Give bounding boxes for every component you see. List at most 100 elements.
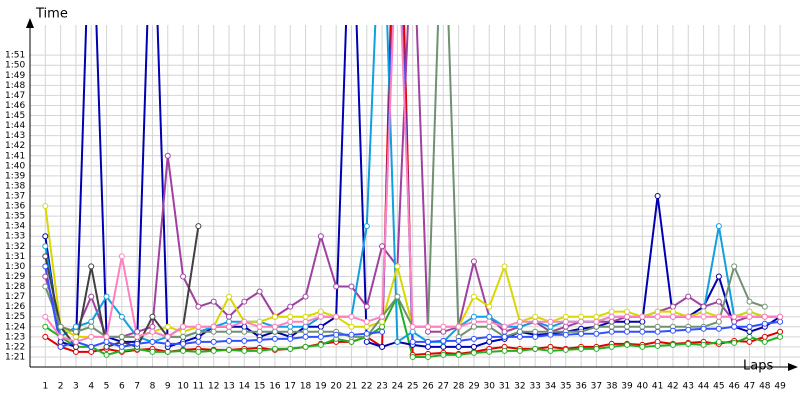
data-point: [287, 328, 294, 335]
data-point: [164, 340, 171, 347]
x-axis-title: Laps: [743, 359, 773, 374]
data-point: [746, 338, 753, 345]
data-point: [440, 351, 447, 358]
data-point: [287, 345, 294, 352]
data-point: [134, 340, 141, 347]
data-point: [88, 333, 95, 340]
x-tick-label: 45: [713, 382, 724, 392]
data-point: [379, 328, 386, 335]
data-point: [516, 318, 523, 325]
data-point: [654, 323, 661, 330]
data-point: [578, 318, 585, 325]
data-point: [72, 328, 79, 335]
data-point: [363, 223, 370, 230]
data-point: [195, 333, 202, 340]
data-point: [42, 313, 49, 320]
data-point: [562, 313, 569, 320]
data-point: [42, 273, 49, 280]
x-tick-label: 47: [744, 382, 755, 392]
data-point: [700, 325, 707, 332]
data-point: [761, 320, 768, 327]
data-point: [547, 347, 554, 354]
y-tick-label: 1:49: [5, 71, 25, 81]
data-point: [317, 233, 324, 240]
data-point: [532, 345, 539, 352]
y-tick-label: 1:32: [5, 242, 25, 252]
data-point: [164, 323, 171, 330]
data-point: [700, 308, 707, 315]
data-point: [746, 328, 753, 335]
y-tick-label: 1:24: [5, 322, 25, 332]
data-point: [210, 347, 217, 354]
x-tick-label: 25: [407, 382, 418, 392]
data-point: [302, 323, 309, 330]
data-point: [654, 313, 661, 320]
data-point: [654, 193, 661, 199]
data-point: [608, 343, 615, 350]
x-tick-label: 42: [667, 382, 678, 392]
y-tick-label: 1:33: [5, 232, 25, 242]
data-point: [562, 346, 569, 353]
x-tick-label: 41: [652, 382, 663, 392]
data-point: [578, 313, 585, 320]
data-point: [302, 318, 309, 325]
data-point: [501, 323, 508, 330]
x-tick-label: 30: [484, 382, 496, 392]
data-point: [516, 323, 523, 330]
data-point: [180, 347, 187, 354]
data-point: [669, 341, 676, 348]
data-point: [149, 328, 156, 335]
data-point: [88, 293, 95, 300]
x-tick-label: 8: [150, 382, 156, 392]
data-point: [486, 318, 493, 325]
data-point: [379, 318, 386, 325]
x-tick-label: 10: [177, 382, 189, 392]
data-point: [72, 338, 79, 345]
data-point: [210, 298, 217, 305]
data-point: [746, 323, 753, 330]
data-point: [72, 323, 79, 330]
data-point: [624, 341, 631, 348]
data-point: [700, 303, 707, 310]
data-point: [348, 283, 355, 290]
x-tick-label: 34: [545, 382, 557, 392]
data-point: [42, 283, 49, 290]
data-point: [287, 323, 294, 330]
x-tick-label: 19: [315, 382, 327, 392]
data-point: [715, 313, 722, 320]
data-point: [455, 323, 462, 330]
data-point: [195, 223, 202, 230]
data-point: [394, 338, 401, 345]
data-point: [118, 253, 125, 260]
data-point: [731, 313, 738, 320]
data-point: [195, 303, 202, 310]
data-point: [42, 333, 49, 340]
data-point: [333, 331, 340, 338]
data-point: [608, 328, 615, 335]
data-point: [134, 328, 141, 335]
data-point: [746, 298, 753, 305]
data-point: [455, 351, 462, 358]
data-point: [501, 328, 508, 335]
data-point: [363, 323, 370, 330]
data-point: [547, 318, 554, 325]
data-point: [134, 333, 141, 340]
data-point: [226, 293, 233, 300]
data-point: [746, 333, 753, 340]
data-point: [501, 263, 508, 270]
y-tick-label: 1:46: [5, 101, 25, 111]
data-point: [302, 328, 309, 335]
data-point: [715, 338, 722, 345]
data-point: [88, 348, 95, 355]
data-point: [486, 303, 493, 310]
data-point: [624, 313, 631, 320]
data-point: [409, 323, 416, 330]
x-tick-label: 35: [560, 382, 571, 392]
data-point: [256, 336, 263, 343]
data-point: [470, 343, 477, 350]
x-tick-label: 21: [346, 382, 357, 392]
data-point: [593, 313, 600, 320]
data-point: [409, 338, 416, 345]
data-point: [42, 233, 49, 240]
